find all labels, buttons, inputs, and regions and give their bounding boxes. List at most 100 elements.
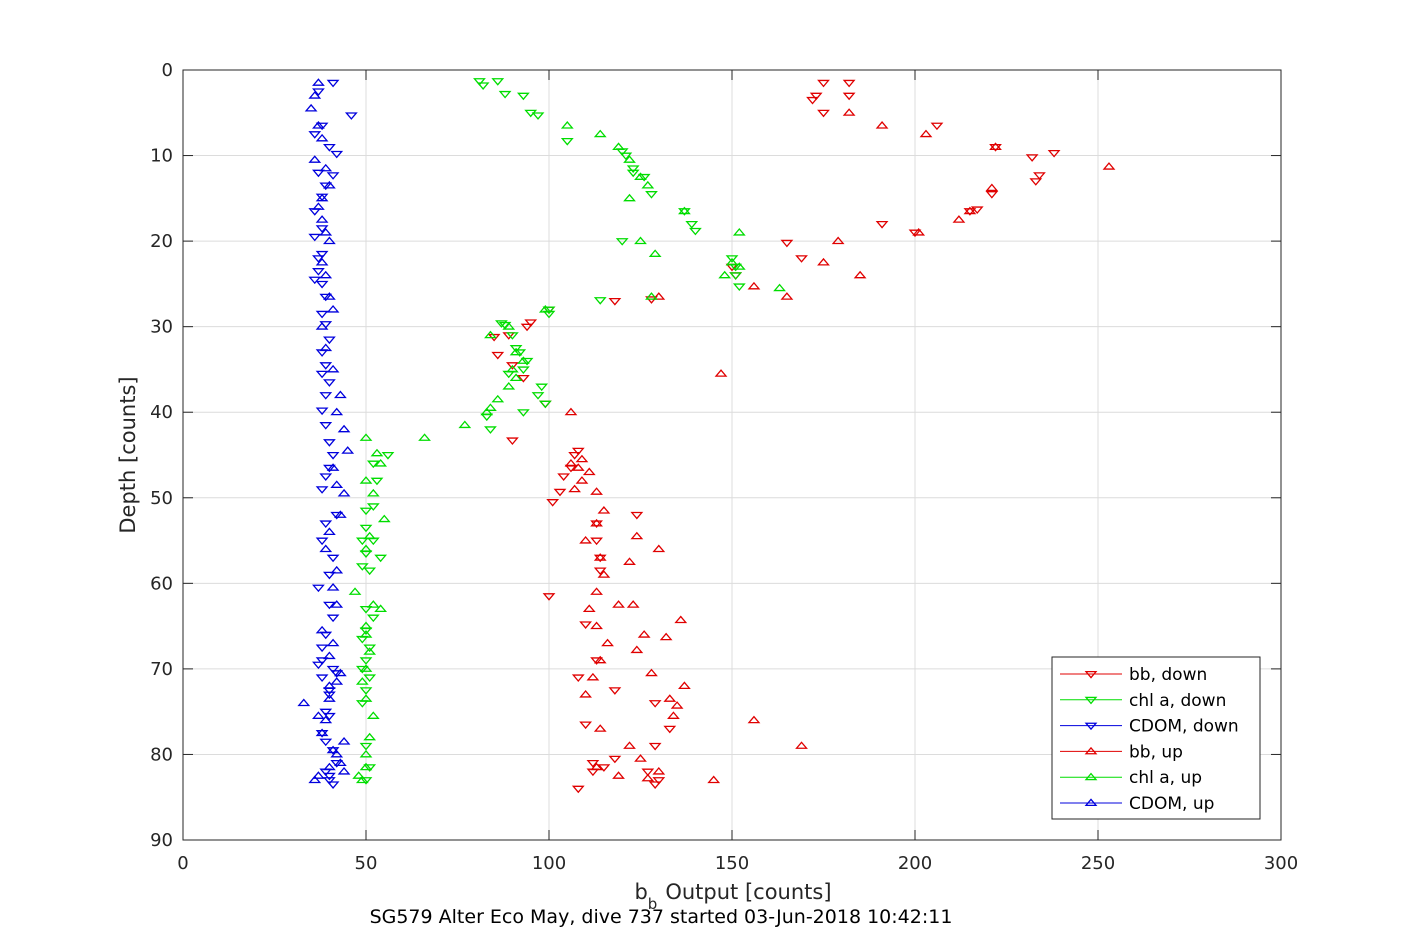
data-point [564,458,578,467]
data-point [506,362,519,370]
data-point [344,112,358,120]
data-point [355,537,369,546]
data-point [312,771,325,779]
data-point [363,644,377,653]
data-point [685,220,699,229]
data-point [626,169,640,178]
data-point [330,670,344,678]
data-point [355,677,369,685]
data-point [323,681,336,690]
data-point [542,593,556,601]
y-tick-label: 60 [150,573,173,594]
data-point [315,674,329,683]
data-point [564,407,578,416]
data-point [359,524,373,533]
data-point [323,143,336,152]
data-point [359,476,373,484]
data-point [593,554,607,563]
data-point [630,531,644,540]
y-tick-label: 40 [150,402,173,423]
data-point [333,390,347,399]
data-point [323,292,336,300]
data-point [612,142,625,151]
data-point [377,514,391,523]
data-point [623,193,636,202]
data-point [524,319,538,327]
data-point [732,262,746,270]
data-point [538,400,552,409]
data-point [330,480,344,488]
data-point [319,362,333,370]
data-point [323,651,336,660]
data-point [348,587,362,595]
data-point [557,473,571,481]
data-point [989,143,1002,152]
data-point [970,206,984,215]
data-point [355,665,369,674]
data-point [319,738,333,747]
y-tick-label: 20 [150,231,173,252]
data-point [571,785,585,794]
data-point [312,121,325,129]
data-point [1025,154,1039,162]
data-point [630,511,644,520]
data-point [359,605,373,614]
data-point [374,554,388,563]
data-point [626,165,640,173]
y-tick-label: 90 [150,830,173,851]
data-point [670,701,684,709]
data-point [498,321,512,330]
data-point [359,507,373,516]
data-point [374,458,388,467]
data-point [330,150,344,159]
data-point [516,374,530,383]
data-point [593,297,607,305]
legend-box [1051,656,1261,820]
data-point [326,79,340,88]
data-point [634,754,647,762]
series-cdom-down [308,79,358,789]
data-point [586,759,600,768]
legend-label: chl a, up [1129,768,1202,788]
data-point [312,711,325,719]
data-point [326,463,340,471]
data-point [571,463,585,471]
data-point [645,668,658,677]
data-point [842,79,856,88]
x-tick-label: 250 [1081,853,1115,874]
data-point [323,712,336,721]
data-point [355,775,369,784]
data-point [308,276,322,285]
data-point [491,351,505,360]
data-point [319,343,333,352]
data-point [509,347,523,356]
data-point [634,172,647,180]
x-axis-label: bb Output [counts] [634,880,831,913]
data-point [597,764,611,772]
data-point [641,768,655,777]
legend-label: chl a, down [1129,691,1226,711]
data-point [645,296,658,304]
x-tick-label: 300 [1264,853,1298,874]
data-point [1102,162,1116,170]
data-point [315,407,329,416]
data-point [323,694,336,702]
data-point [418,433,431,441]
data-point [568,484,582,493]
data-point [366,600,380,608]
legend-marker [1084,722,1098,731]
data-point [831,236,845,245]
data-point [506,364,519,373]
data-point [359,433,373,441]
data-point [330,565,344,574]
data-point [963,208,977,216]
data-point [323,379,336,387]
data-point [593,655,607,664]
data-point [593,567,607,576]
data-point [590,518,603,527]
legend-label: CDOM, down [1129,717,1239,737]
data-point [714,369,728,377]
legend-marker [1084,696,1098,705]
data-point [315,133,329,142]
data-point [366,488,380,497]
